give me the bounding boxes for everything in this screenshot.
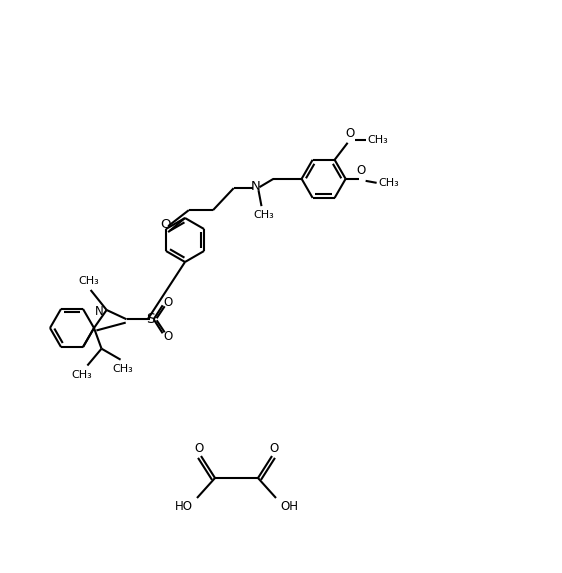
Text: O: O	[160, 218, 170, 231]
Text: CH₃: CH₃	[253, 210, 274, 220]
Text: CH₃: CH₃	[71, 370, 92, 379]
Text: O: O	[163, 330, 173, 343]
Text: CH₃: CH₃	[378, 178, 399, 188]
Text: CH₃: CH₃	[367, 135, 388, 145]
Text: CH₃: CH₃	[78, 276, 99, 286]
Text: N: N	[95, 305, 104, 319]
Text: O: O	[194, 442, 203, 454]
Text: O: O	[269, 442, 279, 454]
Text: HO: HO	[175, 500, 193, 512]
Text: N: N	[251, 180, 260, 193]
Text: O: O	[163, 296, 173, 309]
Text: O: O	[356, 164, 365, 178]
Text: OH: OH	[280, 500, 298, 512]
Text: O: O	[345, 127, 354, 140]
Text: S: S	[146, 312, 155, 326]
Text: CH₃: CH₃	[112, 364, 133, 374]
